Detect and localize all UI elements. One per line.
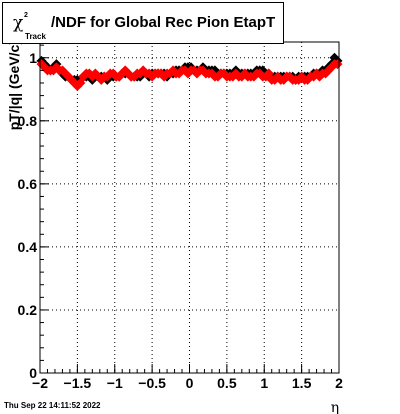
x-tick-label: 0.5	[217, 375, 237, 391]
data-points	[36, 52, 343, 92]
x-tick-label: 1	[260, 375, 268, 391]
x-tick-label: 1.5	[292, 375, 312, 391]
grid-lines	[40, 42, 339, 373]
y-tick-label: 0.2	[18, 302, 38, 318]
chi-subscript: Track	[25, 32, 46, 41]
x-tick-label: −0.5	[138, 375, 166, 391]
y-tick-label: 0.4	[18, 239, 38, 255]
plot-frame	[39, 41, 340, 374]
x-tick-label: −2	[32, 375, 48, 391]
x-tick-label: −1	[107, 375, 123, 391]
y-tick-label: 0	[29, 365, 37, 381]
timestamp: Thu Sep 22 14:11:52 2022	[4, 401, 101, 410]
data-point-series-2	[332, 59, 343, 70]
y-tick-label: 1	[29, 50, 37, 66]
chart-title: /NDF for Global Rec Pion EtapT	[51, 14, 276, 31]
chi-superscript: 2	[24, 12, 28, 19]
y-axis-label: pT/|q| (GeV/c)	[6, 40, 22, 130]
data-point-series-2	[57, 65, 68, 76]
x-tick-label: −1.5	[64, 375, 92, 391]
chi-symbol: χ	[13, 13, 24, 33]
x-tick-label: 2	[335, 375, 343, 391]
x-tick-label: 0	[186, 375, 194, 391]
y-tick-label: 0.8	[18, 113, 38, 129]
y-tick-label: 0.6	[18, 176, 38, 192]
x-axis-label: η	[331, 400, 339, 414]
chart-title-box: χ 2 Track /NDF for Global Rec Pion EtapT	[2, 2, 284, 44]
axes: −2 −1.5 −1 −0.5 0 0.5 1 1.5 2 0 0.2 0.4 0.6 0.8 1	[18, 44, 343, 391]
